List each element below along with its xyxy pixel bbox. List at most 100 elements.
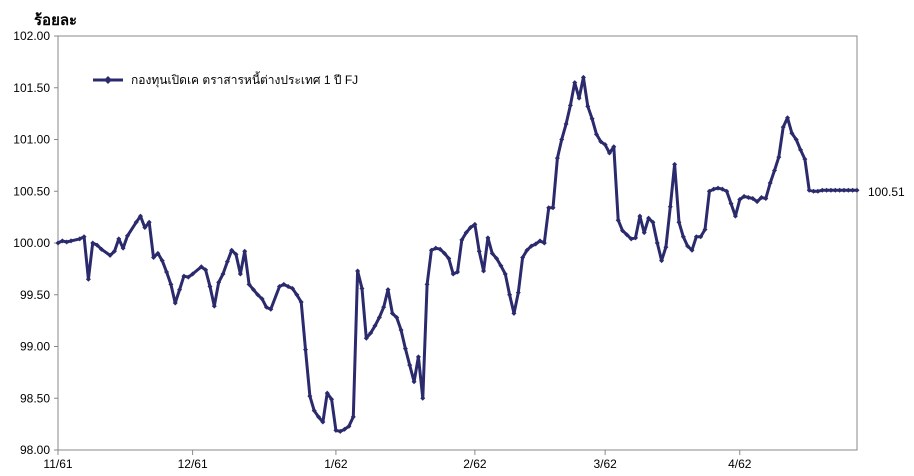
- data-point: [463, 230, 469, 236]
- data-point: [489, 250, 495, 256]
- y-axis: 102.00 101.50 101.00 100.50 100.00 99.50 99.00…: [13, 29, 58, 457]
- data-point: [281, 281, 287, 287]
- data-point: [211, 303, 217, 309]
- data-point: [585, 103, 591, 109]
- data-point: [528, 243, 534, 249]
- data-point: [164, 269, 170, 275]
- data-point: [476, 248, 482, 254]
- data-point: [207, 283, 213, 289]
- data-point: [798, 147, 804, 153]
- data-point: [424, 281, 430, 287]
- data-point: [441, 250, 447, 256]
- data-point: [229, 247, 235, 253]
- data-point: [593, 131, 599, 137]
- data-point: [620, 228, 626, 234]
- data-point: [754, 199, 760, 205]
- data-point: [437, 246, 443, 252]
- data-point: [537, 238, 543, 244]
- data-point: [745, 194, 751, 200]
- data-point: [350, 414, 356, 420]
- data-point: [428, 247, 434, 253]
- data-point: [455, 269, 460, 275]
- data-point: [216, 279, 222, 285]
- legend-marker: [104, 76, 112, 84]
- data-point: [94, 242, 100, 248]
- data-point: [602, 142, 608, 148]
- data-point: [346, 423, 352, 429]
- data-point: [815, 188, 821, 194]
- data-point: [415, 354, 421, 360]
- data-point: [259, 296, 265, 302]
- data-point: [563, 121, 569, 127]
- data-point: [85, 276, 91, 282]
- data-point: [155, 250, 161, 256]
- data-point: [376, 315, 382, 321]
- data-point: [411, 379, 417, 385]
- y-axis-title: ร้อยละ: [34, 12, 77, 29]
- data-point: [363, 335, 369, 341]
- data-point: [567, 102, 573, 108]
- data-point: [337, 428, 343, 434]
- data-point: [389, 310, 395, 316]
- plot-area: [57, 35, 858, 451]
- data-point: [116, 236, 122, 242]
- y-tick-label: 101.50: [13, 81, 50, 95]
- data-point: [750, 195, 756, 201]
- data-point: [446, 256, 452, 262]
- data-point: [433, 245, 439, 251]
- data-point: [659, 258, 665, 264]
- data-point: [190, 271, 196, 277]
- data-point: [676, 219, 682, 225]
- data-point: [450, 271, 456, 277]
- data-point: [142, 224, 148, 230]
- data-point: [68, 238, 74, 244]
- data-point: [168, 281, 174, 287]
- x-tick-label: 11/61: [43, 457, 72, 471]
- data-point: [672, 161, 678, 167]
- y-tick-label: 99.50: [20, 288, 50, 302]
- data-point: [289, 286, 295, 292]
- data-point: [220, 271, 226, 277]
- data-point: [559, 137, 565, 142]
- data-point: [776, 154, 782, 160]
- data-point: [802, 156, 808, 162]
- data-point: [541, 240, 547, 246]
- x-tick-label: 12/61: [178, 457, 208, 471]
- x-tick-label: 2/62: [463, 457, 487, 471]
- data-point: [698, 234, 704, 240]
- data-point: [741, 193, 747, 199]
- data-point: [732, 213, 738, 219]
- data-point: [468, 224, 474, 230]
- data-point: [780, 124, 786, 130]
- data-point: [177, 287, 183, 293]
- series-layer: [55, 74, 860, 434]
- data-point: [550, 205, 556, 211]
- data-point: [320, 419, 326, 425]
- y-tick-label: 98.00: [20, 443, 50, 457]
- data-point: [146, 219, 152, 225]
- data-point: [824, 187, 830, 193]
- data-point: [654, 240, 660, 246]
- data-point: [250, 287, 256, 293]
- data-point: [485, 235, 491, 241]
- data-point: [246, 281, 252, 287]
- data-point: [715, 185, 721, 191]
- data-point: [172, 300, 178, 306]
- data-point: [368, 330, 374, 336]
- y-tick-label: 100.50: [13, 184, 50, 198]
- data-point: [520, 254, 526, 260]
- legend: กองทุนเปิดเค ตราสารหนี้ต่างประเทศ 1 ปี F…: [93, 71, 358, 88]
- data-point: [711, 186, 717, 192]
- data-point: [785, 115, 791, 121]
- data-point: [381, 304, 387, 310]
- data-point: [481, 268, 487, 274]
- data-point: [580, 74, 586, 80]
- data-point: [771, 168, 777, 174]
- data-point: [263, 304, 269, 310]
- data-point: [311, 408, 317, 414]
- y-tick-label: 101.00: [13, 133, 50, 147]
- data-point: [120, 245, 126, 251]
- data-point: [151, 254, 157, 260]
- data-point: [524, 247, 530, 253]
